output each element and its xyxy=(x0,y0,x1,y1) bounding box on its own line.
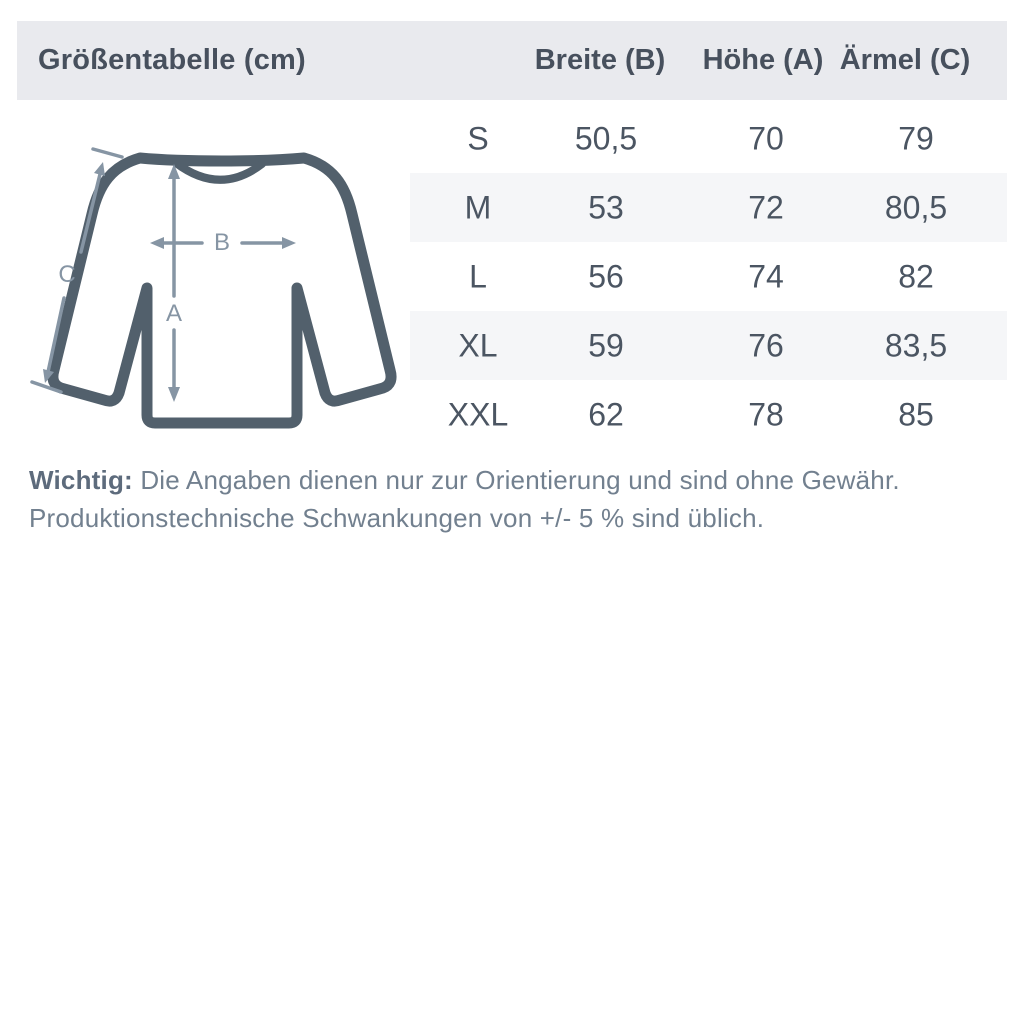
disclaimer-line-1: Wichtig: Die Angaben dienen nur zur Orie… xyxy=(29,461,989,499)
size-cell: L xyxy=(469,258,487,294)
size-cell: XL xyxy=(458,327,498,363)
note-important-label: Wichtig: xyxy=(29,465,133,495)
value-cell: 85 xyxy=(898,396,934,432)
size-cell: S xyxy=(467,120,489,156)
value-cell: 70 xyxy=(748,120,784,156)
size-table: S 50,5 70 79 M 53 72 80,5 L 56 74 82 XL 59 76 83,5 XXL 62… xyxy=(410,104,1007,449)
value-cell: 83,5 xyxy=(884,327,948,363)
value-cell: 78 xyxy=(748,396,784,432)
value-cell: 74 xyxy=(748,258,784,294)
value-cell: 53 xyxy=(588,189,624,225)
table-row: L 56 74 82 xyxy=(410,242,1007,311)
value-cell: 62 xyxy=(588,396,624,432)
sweater-diagram: A B C xyxy=(30,147,397,429)
value-cell: 50,5 xyxy=(574,120,638,156)
sweater-neckband-icon xyxy=(172,159,266,184)
table-row: XL 59 76 83,5 xyxy=(410,311,1007,380)
column-header-hoehe: Höhe (A) xyxy=(702,44,824,76)
value-cell: 72 xyxy=(748,189,784,225)
table-row: S 50,5 70 79 xyxy=(410,104,1007,173)
dimension-b-arrow: B xyxy=(150,229,296,256)
size-cell: M xyxy=(464,189,492,225)
sweater-outline-icon xyxy=(47,152,397,429)
dimension-a-arrow: A xyxy=(166,164,182,402)
dimension-c-label: C xyxy=(58,261,75,288)
value-cell: 76 xyxy=(748,327,784,363)
disclaimer-line-2: Produktionstechnische Schwankungen von +… xyxy=(29,503,765,533)
dimension-c-arrow: C xyxy=(30,147,124,394)
dimension-a-label: A xyxy=(166,300,182,327)
size-cell: XXL xyxy=(447,396,509,432)
table-row: M 53 72 80,5 xyxy=(410,173,1007,242)
value-cell: 82 xyxy=(898,258,934,294)
table-header-bar: Größentabelle (cm) Breite (B) Höhe (A) Ä… xyxy=(17,21,1007,100)
page-title: Größentabelle (cm) xyxy=(38,44,306,76)
value-cell: 79 xyxy=(898,120,934,156)
note-text-1: Die Angaben dienen nur zur Orientierung … xyxy=(132,465,900,495)
table-row: XXL 62 78 85 xyxy=(410,380,1007,449)
value-cell: 59 xyxy=(588,327,624,363)
column-header-aermel: Ärmel (C) xyxy=(839,44,971,76)
value-cell: 56 xyxy=(588,258,624,294)
value-cell: 80,5 xyxy=(884,189,948,225)
disclaimer-note: Wichtig: Die Angaben dienen nur zur Orie… xyxy=(29,461,989,537)
column-header-breite: Breite (B) xyxy=(534,44,666,76)
dimension-b-label: B xyxy=(214,229,230,256)
